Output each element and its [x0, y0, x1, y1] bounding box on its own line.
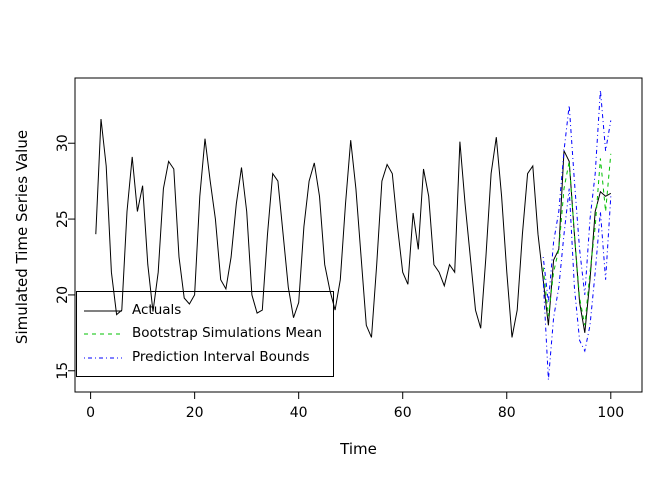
- legend-label-prediction-bounds: Prediction Interval Bounds: [132, 348, 310, 365]
- x-tick-label: 0: [86, 405, 95, 421]
- y-tick-label: 25: [55, 210, 71, 228]
- plot-box: [74, 77, 643, 393]
- x-tick-label: 40: [290, 405, 308, 421]
- x-tick-label: 60: [394, 405, 412, 421]
- legend-item-bootstrap-mean: Bootstrap Simulations Mean: [83, 327, 327, 341]
- legend-item-prediction-bounds: Prediction Interval Bounds: [83, 348, 327, 365]
- x-axis-title: Time: [340, 440, 377, 458]
- x-tick-label: 20: [186, 405, 204, 421]
- legend: Actuals Bootstrap Simulations Mean Predi…: [76, 291, 334, 377]
- series-line-3: [542, 188, 612, 380]
- x-tick-label: 80: [498, 405, 516, 421]
- series-line-1: [542, 153, 612, 326]
- y-tick-label: 15: [55, 362, 71, 380]
- y-tick-label: 30: [55, 134, 71, 152]
- legend-item-actuals: Actuals: [83, 301, 327, 318]
- legend-label-actuals: Actuals: [132, 301, 182, 318]
- legend-line-sample-actuals: [84, 310, 122, 311]
- legend-line-sample-bootstrap-mean: [84, 333, 122, 335]
- legend-line-sample-prediction-bounds: [84, 357, 122, 358]
- x-tick-label: 100: [597, 405, 624, 421]
- legend-label-bootstrap-mean: Bootstrap Simulations Mean: [132, 325, 323, 342]
- y-axis-title: Simulated Time Series Value: [13, 129, 31, 345]
- y-tick-label: 20: [55, 286, 71, 304]
- series-line-0: [95, 118, 612, 338]
